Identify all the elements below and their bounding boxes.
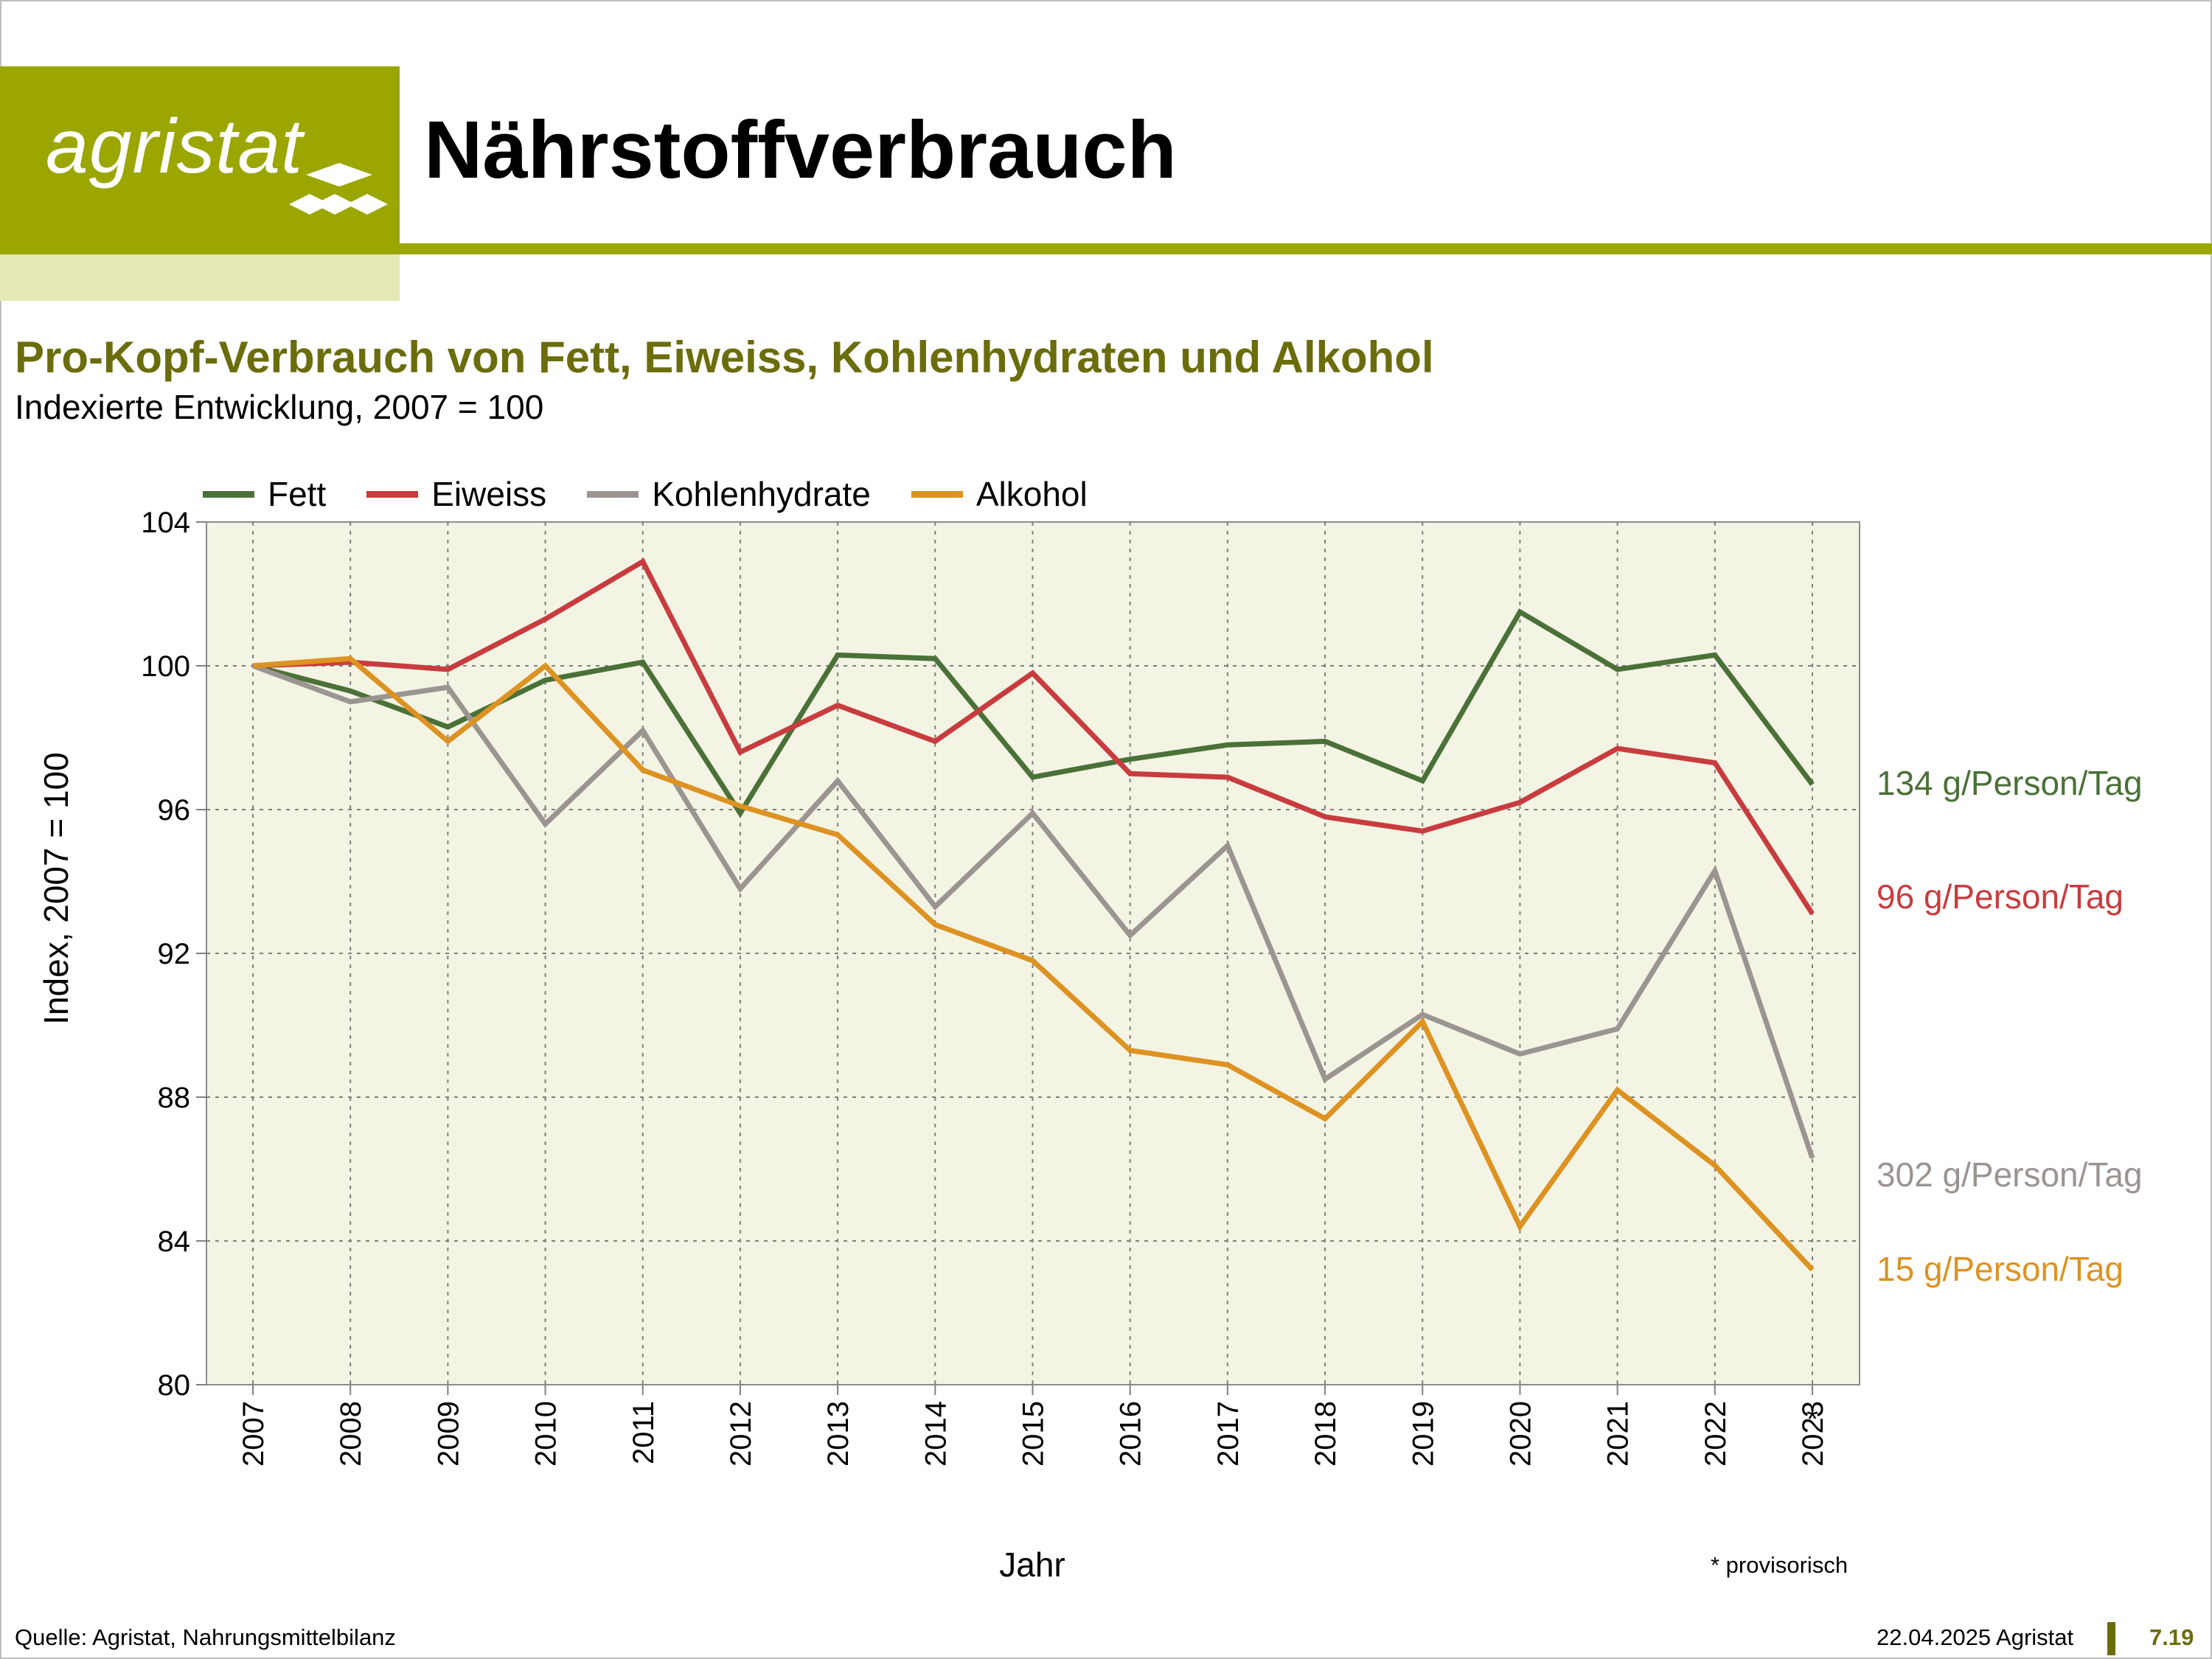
series-line-fett xyxy=(252,608,1815,818)
legend-item-fett: Fett xyxy=(203,474,326,514)
series-line-kohlenhydrate xyxy=(251,663,1815,1160)
x-tick-label: 2009 xyxy=(432,1401,465,1467)
y-tick-label: 92 xyxy=(158,938,191,970)
x-tick-label: 2008 xyxy=(335,1401,367,1467)
y-tick-label: 104 xyxy=(141,507,190,539)
x-tick-label: 2023 xyxy=(1797,1401,1829,1467)
x-tick-label: 2018 xyxy=(1310,1401,1342,1467)
y-axis-label: Index, 2007 = 100 xyxy=(37,752,75,1025)
agristat-logo-mark-icon xyxy=(289,163,388,215)
footer-page-number: 7.19 xyxy=(2149,1624,2194,1650)
legend-label: Eiweiss xyxy=(431,475,547,513)
legend-swatch xyxy=(366,490,419,498)
end-label-kohlenhydrate: 302 g/Person/Tag xyxy=(1877,1155,2143,1194)
y-tick-label: 80 xyxy=(158,1369,191,1402)
footer-divider xyxy=(2107,1622,2115,1655)
legend-item-alkohol: Alkohol xyxy=(911,474,1088,514)
y-tick-label: 96 xyxy=(158,794,191,827)
end-label-alkohol: 15 g/Person/Tag xyxy=(1877,1250,2124,1288)
x-tick-label: 2013 xyxy=(822,1401,855,1467)
legend-label: Kohlenhydrate xyxy=(652,475,871,513)
legend-swatch xyxy=(911,490,963,498)
legend-item-eiweiss: Eiweiss xyxy=(366,474,546,514)
x-tick-label: 2012 xyxy=(725,1401,757,1467)
footer-date: 22.04.2025 Agristat xyxy=(1877,1624,2074,1650)
logo-box xyxy=(0,66,400,254)
x-tick-label: 2019 xyxy=(1407,1401,1439,1467)
y-tick-label: 88 xyxy=(158,1082,191,1114)
x-tick-label: 2011 xyxy=(627,1401,660,1464)
x-tick-label: 2015 xyxy=(1018,1401,1050,1467)
end-label-fett: 134 g/Person/Tag xyxy=(1877,764,2143,802)
x-tick-label: 2022 xyxy=(1700,1401,1732,1467)
header-rule xyxy=(400,243,2212,254)
x-tick-label: 2020 xyxy=(1504,1401,1537,1467)
x-tick-label: 2010 xyxy=(530,1401,563,1467)
footer-source: Quelle: Agristat, Nahrungsmittelbilanz xyxy=(15,1624,396,1650)
x-tick-label: 2017 xyxy=(1212,1401,1245,1467)
y-tick-label: 100 xyxy=(141,650,190,683)
x-tick-label: 2021 xyxy=(1602,1401,1635,1467)
series-line-alkohol xyxy=(252,655,1815,1272)
chart-title: Pro-Kopf-Verbrauch von Fett, Eiweiss, Ko… xyxy=(15,333,1434,382)
legend-swatch xyxy=(587,490,639,498)
legend-item-kohlenhydrate: Kohlenhydrate xyxy=(587,474,871,514)
end-label-eiweiss: 96 g/Person/Tag xyxy=(1877,877,2124,916)
y-tick-label: 84 xyxy=(158,1225,191,1258)
x-tick-label: 2007 xyxy=(237,1401,270,1467)
chart-legend: Fett Eiweiss Kohlenhydrate Alkohol xyxy=(203,472,1128,516)
chart-subtitle: Indexierte Entwicklung, 2007 = 100 xyxy=(15,388,544,426)
legend-label: Fett xyxy=(268,475,327,513)
page-title: Nährstoffverbrauch xyxy=(424,105,1177,195)
x-axis-label: Jahr xyxy=(999,1545,1065,1584)
logo-underbar xyxy=(0,254,400,301)
series-line-eiweiss xyxy=(252,557,1815,916)
x-tick-label: 2014 xyxy=(919,1401,952,1467)
logo-text: agristat xyxy=(46,104,304,189)
provisional-note: * provisorisch xyxy=(1711,1552,1848,1578)
legend-swatch xyxy=(203,490,254,498)
legend-label: Alkohol xyxy=(975,475,1088,513)
provisional-marker: * xyxy=(1806,1403,1818,1436)
x-tick-label: 2016 xyxy=(1115,1401,1147,1467)
